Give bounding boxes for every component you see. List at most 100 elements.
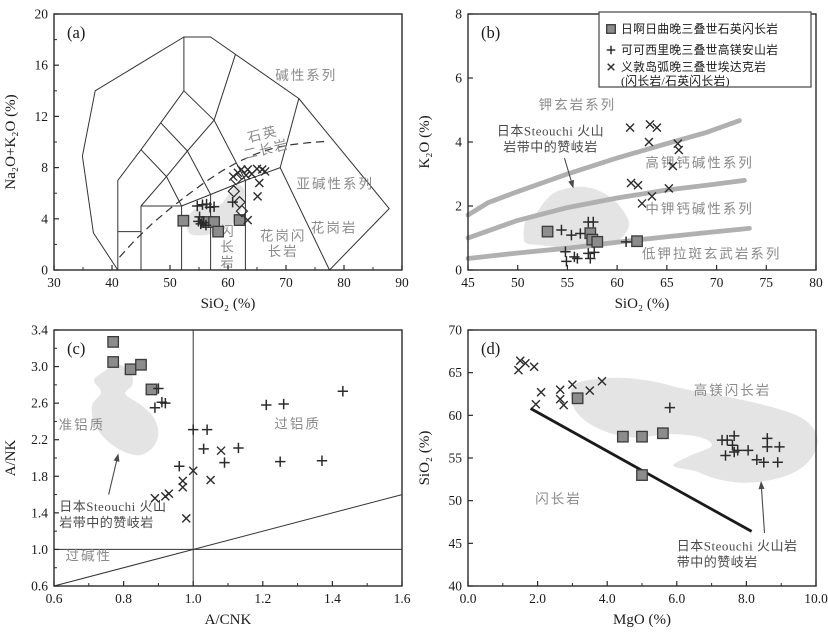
y-axis-tick-label: 3.0: [31, 359, 48, 374]
plus-marker: [585, 253, 596, 264]
region-label-text: 钾玄岩系列: [539, 97, 617, 113]
plus-marker: [742, 445, 754, 456]
annotation-arrow: [108, 459, 118, 495]
x-marker: [674, 145, 684, 155]
x-marker: [652, 123, 662, 133]
x-marker: [206, 475, 216, 485]
region-label-text: 高钾钙碱性系列: [645, 154, 754, 170]
x-marker: [625, 123, 635, 133]
y-axis-tick-label: 55: [449, 451, 463, 466]
plus-marker: [153, 383, 164, 394]
x-marker: [529, 362, 539, 372]
x-axis-tick-label: 0.6: [46, 591, 63, 606]
square-marker: [616, 430, 629, 443]
x-marker: [150, 493, 160, 503]
plus-marker: [219, 457, 230, 468]
region-label: 钾玄岩系列: [539, 97, 617, 113]
classification-boundary-line: [140, 119, 215, 207]
plus-marker: [160, 397, 171, 409]
x-marker: [254, 178, 264, 188]
x-axis-tick-label: 0.8: [115, 591, 132, 606]
plus-marker: [588, 216, 599, 228]
plus-marker: [193, 216, 204, 227]
x-marker: [644, 137, 654, 147]
x-axis-title: SiO₂ (%): [201, 296, 256, 312]
y-axis-tick-label: 1.0: [31, 542, 48, 557]
x-marker: [178, 482, 188, 492]
plus-marker: [583, 248, 594, 259]
plus-marker: [758, 457, 769, 468]
square-marker: [135, 358, 147, 371]
y-axis-tick-label: 65: [449, 365, 463, 380]
square-marker: [636, 469, 648, 481]
x-marker: [188, 466, 198, 476]
plus-marker: [620, 236, 632, 248]
x-marker: [637, 198, 647, 208]
region-label-text: 过碱性: [66, 548, 113, 563]
x-marker: [236, 165, 246, 175]
plus-marker: [200, 220, 212, 231]
x-marker: [668, 161, 678, 171]
x-marker: [520, 358, 530, 368]
region-label-text: 岩: [220, 255, 236, 270]
plus-marker: [261, 399, 272, 411]
square-marker: [636, 430, 648, 443]
x-axis-tick-label: 40: [105, 275, 119, 290]
plus-marker: [732, 445, 743, 456]
y-axis-tick-label: 50: [449, 493, 463, 508]
legend-box: [598, 11, 812, 88]
y-axis-tick-label: 4: [41, 211, 48, 226]
plus-marker: [606, 45, 616, 55]
x-marker: [216, 446, 226, 456]
classification-boundary-line: [213, 119, 246, 181]
region-label-text: 低钾拉斑玄武岩系列: [642, 246, 782, 262]
annotation-arrow: [563, 157, 573, 183]
region-label: 低钾拉斑玄武岩系列: [642, 246, 782, 262]
square-marker: [145, 383, 158, 396]
region-label-text: 石英: [246, 122, 280, 145]
x-marker: [536, 387, 546, 397]
region-label: 中钾钙碱性系列: [645, 202, 752, 217]
x-axis-tick-label: 1.6: [394, 591, 411, 606]
x-axis-tick-label: 60: [610, 275, 624, 290]
classification-boundary-line: [160, 122, 188, 152]
region-label-text: 长岩: [268, 244, 299, 259]
y-axis-tick-label: 70: [449, 323, 463, 338]
x-marker: [515, 356, 525, 366]
region-label-text: 准铝质: [59, 418, 106, 433]
y-axis-tick-label: 1.4: [31, 505, 48, 520]
square-marker: [124, 363, 137, 376]
plus-marker: [720, 450, 731, 461]
plus-marker: [194, 211, 205, 223]
reference-field-blob: [570, 377, 818, 483]
y-axis-title: K₂O (%): [417, 115, 433, 168]
reference-field-blob: [523, 186, 630, 249]
x-axis-title: SiO₂ (%): [615, 296, 670, 312]
annotation-arrowhead: [758, 481, 765, 490]
region-label-text: 长: [220, 240, 236, 255]
x-marker: [531, 399, 541, 409]
square-marker: [107, 356, 120, 368]
x-marker: [243, 215, 253, 225]
classification-boundary-line: [117, 90, 185, 181]
classification-envelope: [81, 36, 390, 271]
plus-marker: [337, 386, 349, 397]
square-marker: [571, 392, 584, 405]
plus-marker: [751, 454, 763, 465]
classification-boundary-line: [186, 150, 212, 195]
square-marker: [606, 24, 616, 34]
x-axis-tick-label: 10.0: [804, 591, 828, 606]
plus-marker: [316, 455, 328, 466]
x-axis-tick-label: 50: [511, 275, 525, 290]
x-marker: [626, 178, 636, 188]
plus-marker: [572, 253, 583, 264]
classification-boundary-line: [53, 494, 403, 587]
x-axis-tick-label: 80: [809, 275, 823, 290]
plus-marker: [227, 196, 238, 208]
plus-marker: [198, 443, 209, 455]
plus-marker: [201, 424, 213, 435]
square-marker: [233, 214, 246, 226]
